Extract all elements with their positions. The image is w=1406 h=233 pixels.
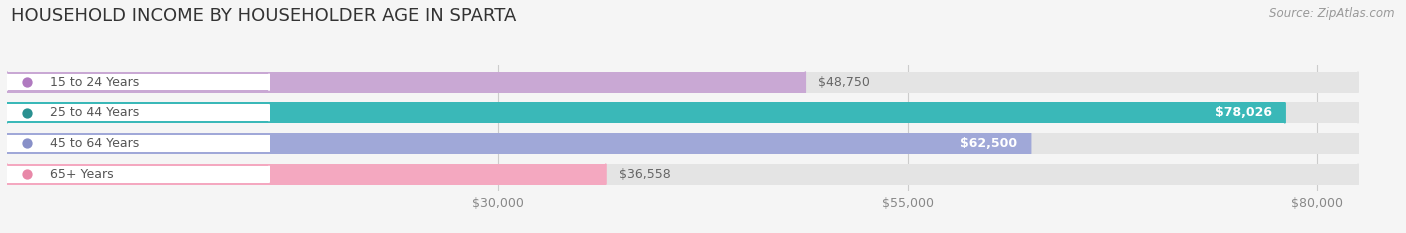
Bar	[7, 72, 1358, 93]
Bar	[7, 164, 1358, 185]
Bar	[7, 166, 269, 182]
Text: 25 to 44 Years: 25 to 44 Years	[49, 106, 139, 119]
Text: $78,026: $78,026	[1215, 106, 1271, 119]
Point	[15, 172, 38, 176]
Bar	[7, 72, 806, 93]
Bar	[7, 102, 1358, 123]
Bar	[7, 102, 1285, 123]
Text: HOUSEHOLD INCOME BY HOUSEHOLDER AGE IN SPARTA: HOUSEHOLD INCOME BY HOUSEHOLDER AGE IN S…	[11, 7, 516, 25]
Bar	[7, 133, 1031, 154]
Bar	[7, 164, 606, 185]
Text: 45 to 64 Years: 45 to 64 Years	[49, 137, 139, 150]
Text: Source: ZipAtlas.com: Source: ZipAtlas.com	[1270, 7, 1395, 20]
Point	[15, 111, 38, 115]
Point	[15, 80, 38, 84]
Text: 15 to 24 Years: 15 to 24 Years	[49, 76, 139, 89]
Text: 65+ Years: 65+ Years	[49, 168, 114, 181]
Text: $48,750: $48,750	[818, 76, 870, 89]
Bar	[7, 74, 269, 90]
Text: $36,558: $36,558	[619, 168, 671, 181]
Bar	[7, 133, 1358, 154]
Bar	[7, 104, 269, 121]
Bar	[7, 135, 269, 152]
Text: $62,500: $62,500	[960, 137, 1018, 150]
Point	[15, 142, 38, 145]
